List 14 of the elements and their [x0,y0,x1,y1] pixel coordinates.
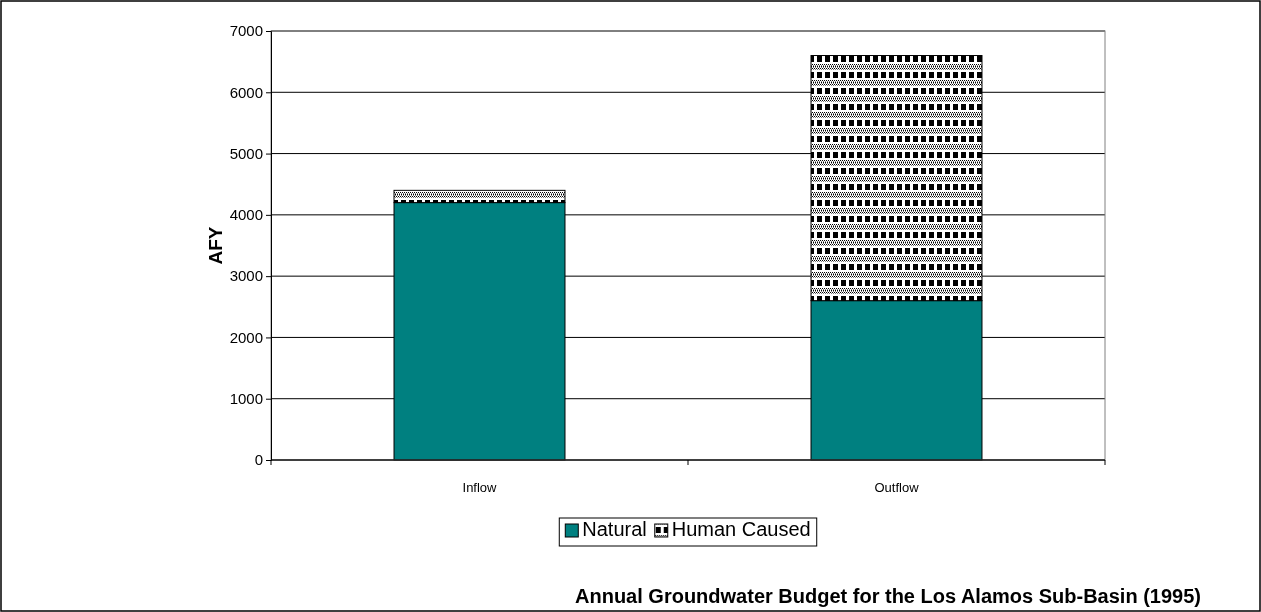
y-tick-label: 7000 [229,22,263,40]
y-tick-label: 0 [254,451,263,469]
y-tick-label: 3000 [229,267,263,285]
y-tick-label: 1000 [229,390,263,408]
x-tick-label: Outflow [874,480,920,495]
y-tick-label: 2000 [229,328,263,346]
y-tick-label: 6000 [229,83,263,101]
legend-label: Human Caused [671,518,811,540]
y-tick-label: 5000 [229,144,263,162]
y-tick-label: 4000 [229,206,263,224]
text: Annual Groundwater Budget for the Los Alamos Sub-Basin (1995) [575,585,1201,607]
x-tick-label: Inflow [462,480,498,495]
legend-label: Natural [582,518,647,540]
y-axis-title: AFY [205,226,226,265]
